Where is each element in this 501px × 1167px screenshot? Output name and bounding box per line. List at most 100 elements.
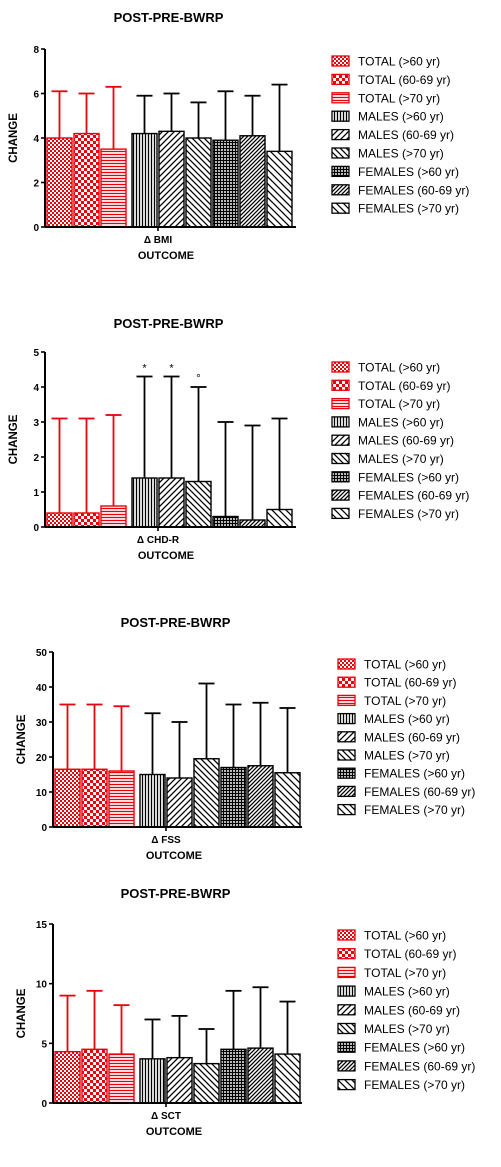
bar — [239, 519, 266, 528]
bar — [54, 768, 81, 828]
legend-label: TOTAL (>60 yr) — [358, 55, 440, 69]
legend-swatch — [331, 489, 350, 501]
bar — [108, 1053, 135, 1104]
legend-swatch — [331, 128, 350, 141]
legend-swatch — [337, 1022, 356, 1035]
legend-swatch — [331, 416, 350, 428]
legend-label: MALES (60-69 yr) — [364, 730, 460, 744]
bar — [185, 137, 212, 228]
legend-swatch — [337, 785, 356, 798]
bar — [46, 512, 73, 528]
bar — [139, 773, 166, 828]
y-tick-label: 30 — [36, 718, 48, 729]
legend-label: FEMALES (>70 yr) — [358, 507, 459, 521]
bar — [100, 148, 127, 228]
y-axis-label: CHANGE — [8, 113, 20, 163]
significance-marker: * — [142, 363, 147, 375]
chart-panel-4: POST-PRE-BWRP CHANGE 0 5 10 15 Δ SCT OUTCOME TOT… — [16, 886, 475, 1138]
chart-title: POST-PRE-BWRP — [121, 615, 231, 630]
legend: TOTAL (>60 yr) TOTAL (60-69 yr) TOTAL (>70… — [337, 929, 475, 1092]
legend-label: TOTAL (>60 yr) — [364, 929, 446, 943]
legend-swatch — [337, 929, 356, 941]
bar — [139, 1058, 166, 1104]
significance-marker: * — [169, 363, 174, 375]
y-tick-label: 0 — [33, 223, 39, 234]
y-tick-label: 50 — [36, 648, 48, 659]
chart-title: POST-PRE-BWRP — [114, 10, 224, 25]
legend-swatch — [331, 379, 350, 391]
bar — [247, 765, 274, 828]
bar — [220, 1048, 247, 1104]
legend-swatch — [331, 110, 350, 122]
chart-title: POST-PRE-BWRP — [121, 886, 231, 901]
legend-swatch — [331, 471, 350, 483]
bar — [73, 132, 100, 228]
legend-swatch — [337, 749, 356, 761]
bar — [158, 130, 185, 228]
y-tick-label: 5 — [41, 1039, 47, 1050]
bar — [193, 758, 220, 828]
bar — [46, 137, 73, 228]
legend-label: MALES (>60 yr) — [358, 110, 444, 124]
bar — [212, 515, 239, 528]
legend-label: MALES (>70 yr) — [358, 147, 444, 161]
bar — [131, 132, 158, 228]
legend-label: TOTAL (60-69 yr) — [358, 379, 450, 393]
legend-swatch — [337, 731, 356, 743]
legend-label: FEMALES (>60 yr) — [358, 165, 459, 179]
legend-swatch — [331, 55, 350, 67]
x-category-label: Δ SCT — [151, 1111, 181, 1122]
legend-swatch — [331, 507, 350, 520]
legend: TOTAL (>60 yr) TOTAL (60-69 yr) TOTAL (>70… — [331, 55, 469, 216]
legend-label: TOTAL (>70 yr) — [358, 91, 440, 105]
legend-swatch — [331, 397, 350, 410]
legend-swatch — [331, 184, 350, 196]
legend-label: FEMALES (60-69 yr) — [358, 183, 469, 197]
legend-label: MALES (>70 yr) — [358, 452, 444, 466]
bar — [266, 508, 293, 528]
legend-swatch — [337, 803, 356, 816]
legend-swatch — [331, 452, 350, 465]
legend-swatch — [337, 948, 356, 960]
bar — [166, 777, 193, 828]
y-axis-label: CHANGE — [8, 414, 20, 464]
y-tick-label: 0 — [33, 523, 39, 534]
bar — [274, 772, 301, 828]
bar — [158, 477, 185, 528]
legend-label: TOTAL (60-69 yr) — [358, 73, 450, 87]
y-tick-label: 0 — [41, 1099, 47, 1110]
legend-label: FEMALES (>70 yr) — [364, 1078, 465, 1092]
legend-swatch — [331, 165, 350, 178]
bar — [100, 505, 127, 528]
legend-label: MALES (>60 yr) — [358, 415, 444, 429]
legend-swatch — [337, 1078, 356, 1091]
y-tick-label: 20 — [36, 753, 48, 764]
legend-label: TOTAL (60-69 yr) — [364, 676, 456, 690]
legend-swatch — [337, 694, 356, 707]
legend-label: MALES (>60 yr) — [364, 985, 450, 999]
bar — [81, 768, 108, 828]
y-tick-label: 15 — [36, 920, 48, 931]
legend-label: FEMALES (60-69 yr) — [364, 785, 475, 799]
y-tick-label: 1 — [33, 488, 39, 499]
legend-swatch — [331, 361, 350, 373]
y-tick-label: 2 — [33, 179, 39, 190]
bar — [166, 1056, 193, 1104]
legend-label: MALES (>60 yr) — [364, 712, 450, 726]
legend-swatch — [337, 985, 356, 997]
legend-swatch — [337, 1041, 356, 1053]
bar — [266, 150, 293, 228]
bar — [108, 770, 135, 828]
x-axis-label: OUTCOME — [146, 850, 202, 862]
bar — [81, 1048, 108, 1104]
y-axis-label: CHANGE — [16, 988, 28, 1038]
bar — [193, 1062, 220, 1104]
legend-label: FEMALES (>70 yr) — [358, 202, 459, 216]
chart-title: POST-PRE-BWRP — [114, 316, 224, 331]
chart-panel-1: POST-PRE-BWRP CHANGE 0 2 4 6 8 Δ BMI OUTCOME TOTA… — [8, 10, 469, 262]
y-tick-label: 3 — [33, 418, 39, 429]
legend-label: FEMALES (>60 yr) — [364, 767, 465, 781]
legend-label: MALES (60-69 yr) — [364, 1003, 460, 1017]
legend: TOTAL (>60 yr) TOTAL (60-69 yr) TOTAL (>70… — [331, 361, 469, 521]
legend-label: MALES (60-69 yr) — [358, 434, 454, 448]
